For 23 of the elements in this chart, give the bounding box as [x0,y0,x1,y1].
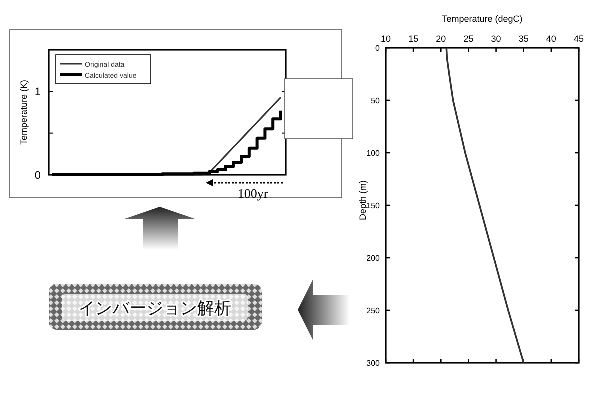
x-tick-label: 30 [491,34,502,44]
y-tick-label: 0 [34,170,41,182]
y-tick-label: 200 [366,254,381,263]
x-tick-label: 10 [380,34,392,44]
y-tick-label: 0 [376,44,381,53]
y-tick-label: 150 [366,202,381,210]
y-axis-title: Temperature (K) [19,80,29,146]
x-tick-label: 35 [518,34,529,44]
x-tick-label: 15 [408,34,419,44]
line-series [446,47,525,364]
y-tick-label: 300 [366,359,381,368]
y-tick-label: 250 [366,306,381,316]
x-tick-label: 25 [464,34,474,44]
x-tick-label: 20 [436,34,446,44]
x-tick-label: 40 [546,34,556,44]
y-axis-title: Depth (m) [358,180,368,221]
text: 100yr [238,186,269,201]
text: インバージョン解析 [78,299,232,319]
y-tick-label: 1 [34,86,41,99]
x-axis-title: Temperature (degC) [442,14,523,24]
y-tick-label: 100 [366,149,381,158]
y-tick-label: 50 [371,96,381,106]
x-tick-label: 45 [574,34,584,44]
